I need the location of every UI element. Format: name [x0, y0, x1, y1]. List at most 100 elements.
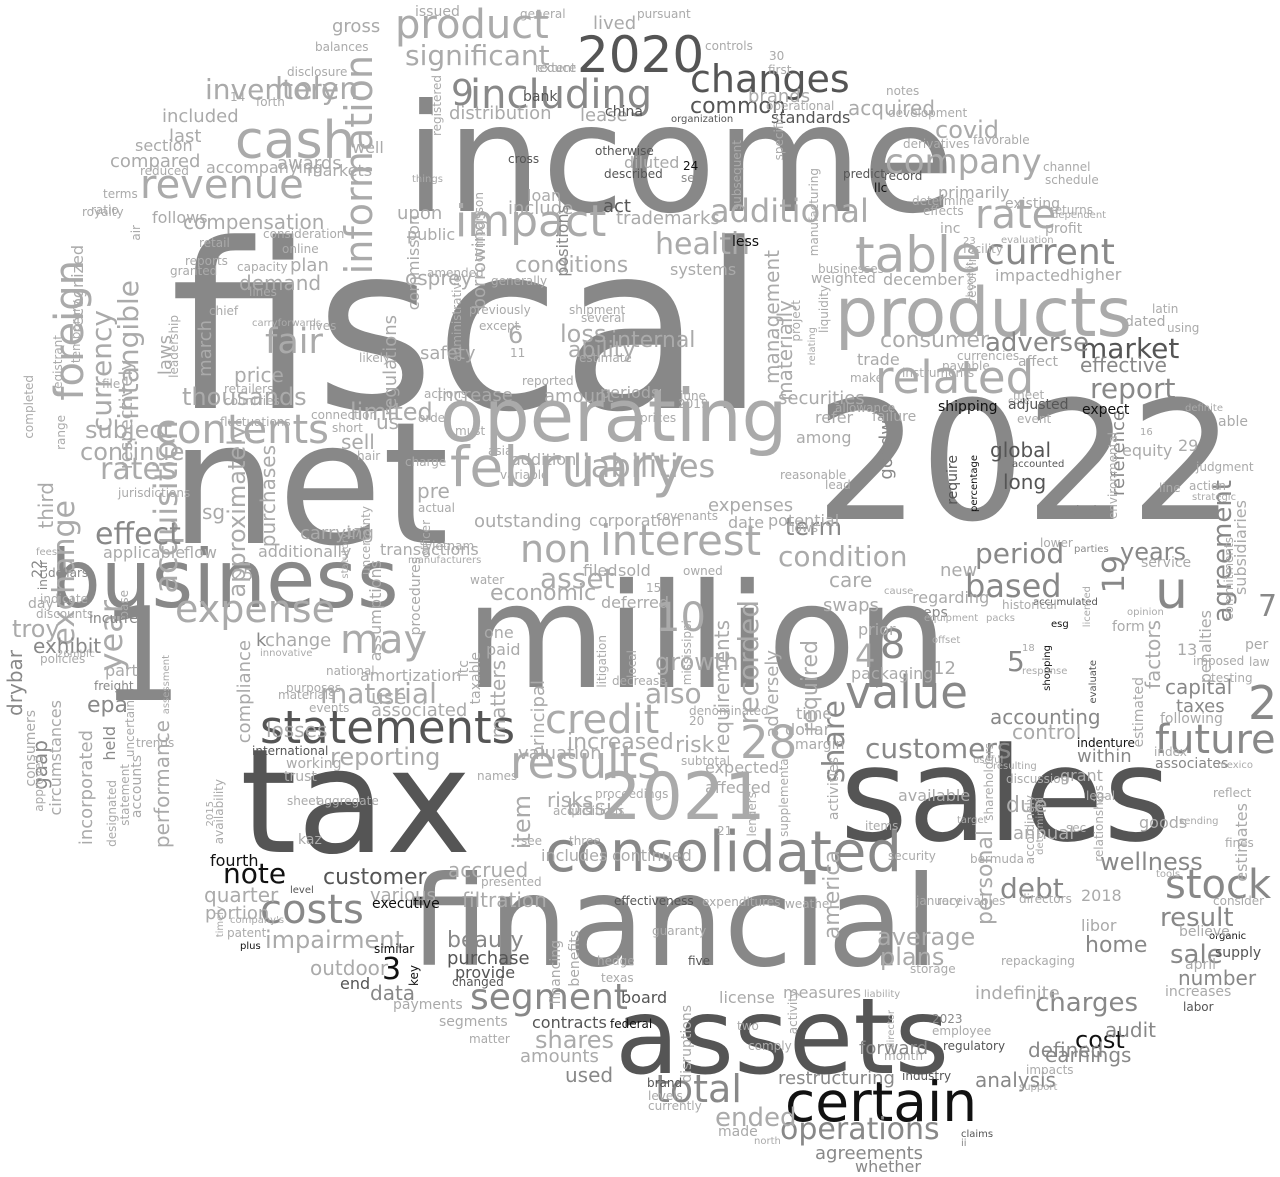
word-action: action	[1189, 479, 1226, 493]
word-range: range	[54, 415, 68, 450]
word-adversely: adversely	[762, 650, 783, 738]
word-level: level	[290, 885, 314, 896]
word-common: common	[690, 94, 786, 119]
word-act: act	[603, 196, 631, 217]
word-organization: organization	[671, 114, 734, 125]
word-exhibit: exhibit	[33, 634, 102, 658]
word-2023: 2023	[932, 1012, 963, 1026]
word-likely: likely	[359, 351, 391, 365]
word-4: 4	[855, 637, 876, 675]
word-currency: currency	[85, 310, 118, 432]
word-fees: fees	[36, 547, 58, 558]
word-accounted: accounted	[1012, 459, 1065, 470]
word-taxes: taxes	[1176, 696, 1225, 717]
word-balances: balances	[315, 40, 369, 54]
word-million: million	[465, 553, 949, 722]
word-accounting: accounting	[990, 705, 1101, 729]
word-6: 6	[508, 321, 524, 349]
word-use: use	[371, 685, 407, 709]
word-revenue: revenue	[140, 162, 304, 208]
word-25: 25	[233, 565, 254, 584]
word-impacts: impacts	[1026, 1063, 1074, 1077]
word-purchase: purchase	[447, 948, 530, 969]
word-consideration: consideration	[263, 227, 345, 241]
word-stock: stock	[1165, 862, 1272, 908]
word-non: non	[520, 527, 592, 571]
word-trademarks: trademarks	[616, 208, 720, 229]
word-held: held	[100, 726, 119, 761]
word-regulatory: regulatory	[943, 1039, 1006, 1053]
word-continue: continue	[80, 438, 185, 466]
word-company: company	[885, 142, 1042, 182]
word-lenders: lenders	[745, 792, 759, 837]
word-must: must	[455, 424, 486, 438]
word-plus: plus	[240, 941, 261, 952]
word-described: described	[604, 167, 663, 181]
word-increase: increase	[437, 385, 513, 406]
word-effective: effective	[1080, 353, 1167, 377]
word-date: date	[728, 513, 765, 532]
word-sending: sending	[1179, 816, 1219, 827]
word-using: using	[1167, 321, 1200, 335]
word-payable: payable	[942, 359, 990, 373]
word-repackaging: repackaging	[1001, 954, 1075, 968]
word-reporting: reporting	[330, 743, 441, 771]
word-customer: customer	[323, 865, 427, 890]
word-cross: cross	[508, 152, 540, 166]
word-28: 28	[740, 716, 798, 769]
word-except: except	[479, 319, 520, 333]
word-amortization: amortization	[360, 666, 462, 685]
word-8: 8	[880, 622, 906, 668]
word-instruments: instruments	[902, 366, 975, 380]
word-limited: limited	[350, 398, 433, 426]
word-currently: currently	[648, 1099, 702, 1113]
word-capital: capital	[1165, 675, 1233, 699]
word-believe: believe	[1179, 924, 1230, 940]
word-loan: loan	[527, 186, 562, 205]
word-price: price	[234, 363, 284, 387]
word-15: 15	[646, 581, 662, 595]
word-swaps: swaps	[823, 595, 879, 616]
word-reduce: reduce	[535, 61, 577, 75]
word-returns: returns	[1050, 203, 1093, 217]
word-aggregate: aggregate	[317, 794, 379, 808]
word-compliance: compliance	[234, 640, 255, 744]
word-one: one	[484, 623, 514, 642]
word-claims: claims	[961, 1129, 994, 1140]
word-useful: useful	[973, 755, 1004, 766]
word-term: term	[785, 513, 842, 541]
word-denominated: denominated	[689, 704, 769, 718]
word-two: two	[737, 1019, 759, 1033]
word-llc: llc	[874, 181, 888, 195]
word-chief: chief	[209, 304, 239, 318]
word-reasonable: reasonable	[780, 468, 847, 482]
word-legal: legal	[1086, 789, 1116, 803]
word-security: security	[888, 849, 936, 863]
word-customers: customers	[865, 732, 1012, 765]
word-specific: specific	[772, 115, 786, 161]
word-water: water	[470, 573, 505, 587]
word-corporation: corporation	[589, 511, 682, 530]
word-existing: existing	[1005, 196, 1060, 212]
word-long: long	[1003, 470, 1047, 494]
word-care: care	[829, 568, 873, 592]
word-presented: presented	[481, 875, 542, 889]
word-grant: grant	[1060, 766, 1103, 785]
word-audit: audit	[1105, 1018, 1157, 1042]
word-purposes: purposes	[286, 681, 342, 695]
word-equipment: equipment	[924, 613, 979, 624]
word-incur: incur	[36, 560, 50, 591]
word-accompanying: accompanying	[206, 158, 324, 177]
word-lines: lines	[249, 285, 277, 299]
word-effectiveness: effectiveness	[614, 894, 694, 908]
word-discounts: discounts	[36, 607, 94, 621]
word-control: control	[1012, 720, 1082, 744]
word-product: product	[395, 2, 549, 48]
word-interest: interest	[600, 516, 762, 565]
word-liabilities: liabilities	[573, 447, 716, 485]
word-kaz: kaz	[298, 832, 322, 848]
word-affect: affect	[1018, 354, 1059, 370]
word-shipment: shipment	[569, 303, 626, 317]
word-sec: sec	[1066, 821, 1087, 835]
word-expenses: expenses	[708, 495, 794, 516]
